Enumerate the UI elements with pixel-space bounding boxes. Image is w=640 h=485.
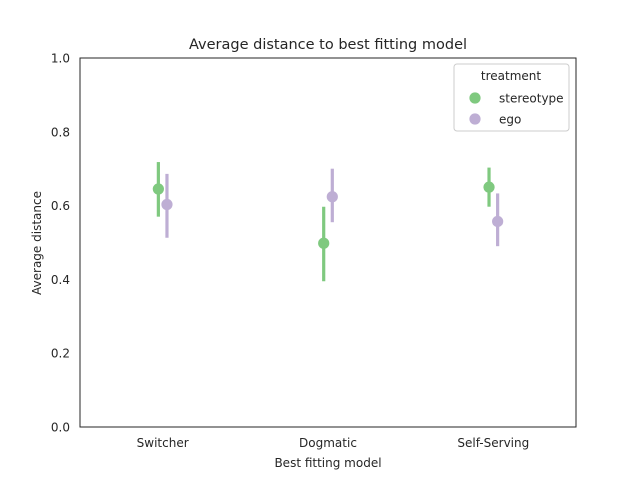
y-tick-label: 0.4 <box>51 273 70 287</box>
data-point <box>161 198 173 211</box>
series-stereotype <box>152 162 495 282</box>
y-tick-label: 0.2 <box>51 347 70 361</box>
y-tick-label: 1.0 <box>51 52 70 66</box>
y-axis-label: Average distance <box>30 191 44 295</box>
legend-frame <box>453 63 570 132</box>
y-tick-label: 0.8 <box>51 125 70 139</box>
data-point <box>492 215 504 228</box>
legend-title: treatment <box>481 69 541 83</box>
chart-title: Average distance to best fitting model <box>189 37 467 53</box>
data-point <box>318 237 330 249</box>
y-axis-ticks: 0.0 0.2 0.4 0.6 0.8 1.0 <box>51 52 70 435</box>
series-layer <box>152 162 504 282</box>
legend-marker-ego <box>469 113 481 125</box>
x-axis-label: Best fitting model <box>274 456 381 470</box>
x-tick-label: Switcher <box>137 436 189 450</box>
x-axis-ticks: Switcher Dogmatic Self-Serving <box>137 436 530 450</box>
data-point <box>152 183 164 195</box>
series-ego <box>161 168 504 247</box>
data-point <box>483 181 495 193</box>
data-point <box>326 191 338 203</box>
legend-marker-stereotype <box>469 92 481 104</box>
legend-label-stereotype: stereotype <box>499 92 564 106</box>
x-tick-label: Dogmatic <box>299 436 357 450</box>
legend-label-ego: ego <box>499 113 521 127</box>
y-tick-label: 0.0 <box>51 421 70 435</box>
legend: treatment stereotype ego <box>453 63 570 132</box>
y-tick-label: 0.6 <box>51 199 70 213</box>
x-tick-label: Self-Serving <box>457 436 529 450</box>
